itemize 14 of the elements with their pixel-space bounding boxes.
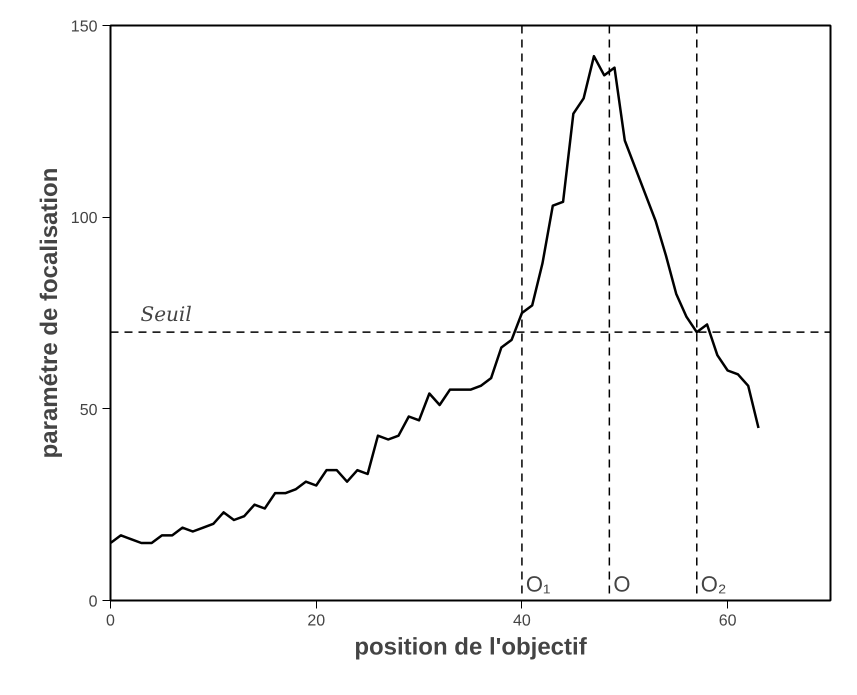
y-tick-label: 50 (80, 402, 98, 419)
x-tick-label: 20 (307, 612, 326, 630)
ref-line-label: Seuil (140, 302, 192, 326)
y-tick-label: 100 (70, 210, 98, 228)
x-tick-label: 40 (513, 612, 531, 630)
ref-line-label: O₁ (526, 572, 550, 596)
y-tick-label: 0 (88, 594, 98, 610)
ref-line-label: O (613, 572, 630, 596)
x-axis-title: position de l'objectif (354, 634, 588, 660)
y-axis-title: paramétre de focalisation (36, 168, 63, 458)
x-tick-label: 60 (718, 612, 737, 630)
y-tick-label: 150 (70, 18, 98, 36)
ref-line-label: O₂ (700, 572, 726, 596)
x-tick-label: 0 (106, 612, 116, 630)
